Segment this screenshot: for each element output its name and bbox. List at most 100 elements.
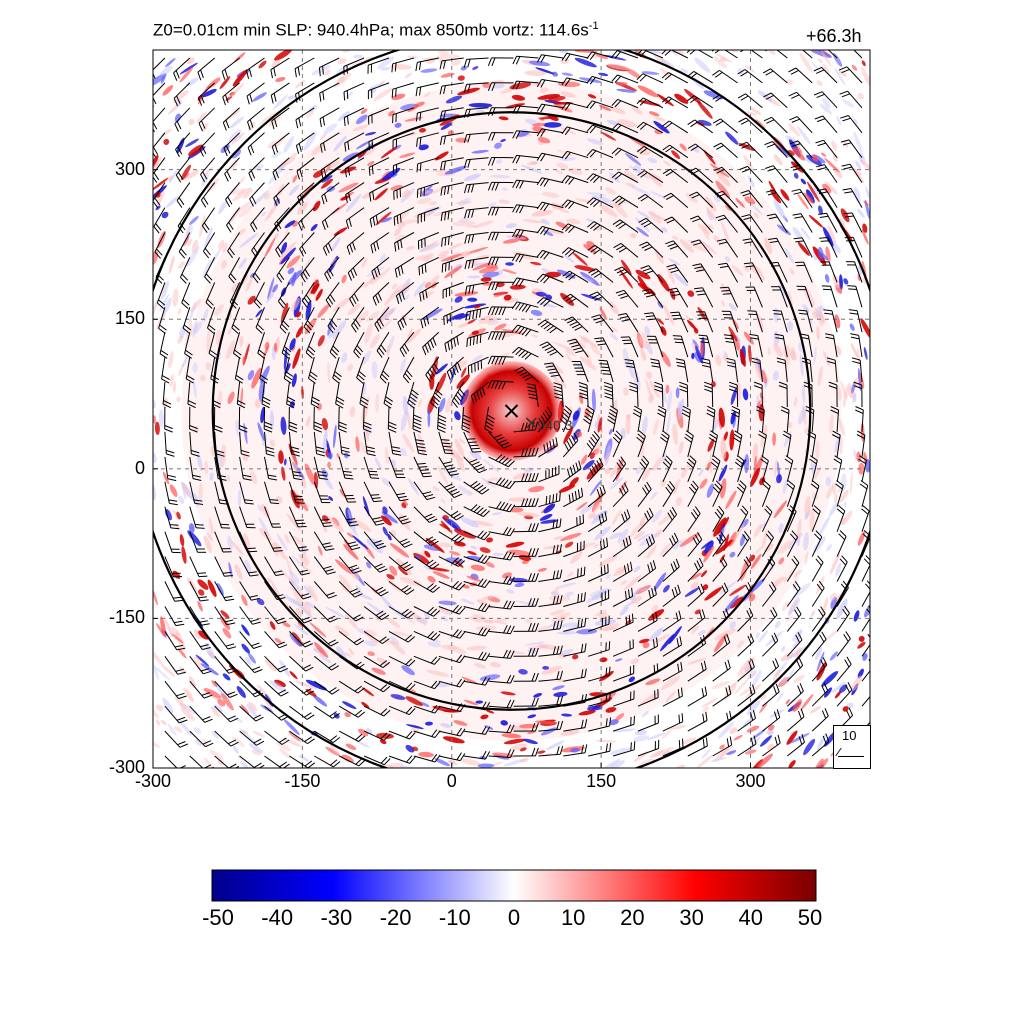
vorticity-patch [746, 111, 757, 116]
vorticity-patch [792, 629, 803, 642]
vorticity-patch [457, 322, 471, 328]
vorticity-patch [203, 535, 212, 554]
vorticity-patch [580, 454, 588, 465]
vorticity-patch [494, 323, 507, 331]
vorticity-patch [743, 331, 754, 345]
vorticity-patch [478, 266, 499, 274]
vorticity-patch [660, 675, 681, 690]
barb-feather [368, 470, 378, 473]
vorticity-patch [488, 202, 497, 207]
vorticity-patch [775, 661, 788, 677]
vorticity-patch [182, 236, 190, 247]
barb-feather [466, 438, 476, 440]
vorticity-patch [485, 561, 495, 568]
vorticity-patch [466, 575, 481, 582]
barb-feather [269, 499, 279, 501]
vorticity-patch [360, 441, 367, 454]
vorticity-patch [563, 426, 574, 444]
vorticity-patch [474, 220, 494, 228]
barb-feather [448, 261, 450, 271]
vorticity-patch [214, 304, 224, 316]
vorticity-patch [273, 342, 278, 352]
vorticity-patch [533, 692, 543, 698]
vorticity-patch [459, 216, 471, 223]
vorticity-patch [537, 94, 561, 100]
vorticity-patch [242, 274, 249, 285]
vorticity-patch [162, 471, 170, 485]
vorticity-patch [863, 200, 869, 206]
vorticity-patch [829, 552, 841, 575]
vorticity-patch [851, 64, 858, 71]
vorticity-patch [718, 407, 725, 428]
vorticity-patch [843, 501, 847, 508]
barb-feather [420, 469, 429, 471]
vorticity-patch [361, 701, 370, 709]
vorticity-patch [792, 699, 802, 712]
vorticity-patch [472, 66, 479, 70]
vorticity-patch [599, 307, 607, 320]
vorticity-patch [509, 284, 526, 290]
vorticity-patch [386, 573, 395, 580]
vorticity-patch [692, 339, 699, 349]
vorticity-patch [283, 458, 287, 466]
vorticity-patch [167, 723, 177, 736]
vorticity-patch [750, 467, 760, 487]
vorticity-patch [839, 217, 846, 229]
barb-feather [466, 338, 468, 347]
vorticity-patch [631, 106, 643, 115]
vorticity-patch [636, 227, 649, 237]
vorticity-patch [628, 676, 635, 683]
vorticity-patch [589, 452, 595, 460]
vorticity-patch [796, 538, 801, 547]
vorticity-patch [850, 343, 859, 358]
vorticity-patch [825, 476, 832, 487]
vorticity-patch [576, 501, 588, 511]
vorticity-patch [268, 171, 279, 185]
vorticity-patch [361, 350, 372, 365]
barb-feather [682, 738, 684, 748]
vorticity-patch [453, 559, 464, 568]
vorticity-patch [391, 93, 406, 101]
vorticity-patch [429, 567, 450, 572]
vorticity-patch [288, 570, 300, 584]
vorticity-patch [522, 219, 543, 224]
vorticity-patch [405, 328, 422, 344]
vorticity-patch [511, 94, 526, 101]
vorticity-patch [819, 103, 833, 115]
vorticity-patch [768, 730, 774, 736]
vorticity-patch [587, 705, 603, 711]
vorticity-patch [330, 160, 340, 169]
vorticity-patch [216, 583, 224, 596]
barb-feather [605, 667, 608, 677]
vorticity-patch [193, 321, 203, 334]
barb-feather [175, 668, 185, 672]
vorticity-patch [471, 354, 484, 363]
vorticity-patch [254, 398, 261, 409]
vorticity-patch [380, 66, 391, 71]
vorticity-patch [626, 68, 641, 79]
vorticity-patch [205, 362, 212, 371]
vorticity-patch [283, 594, 301, 607]
vorticity-patch [802, 303, 810, 314]
vorticity-patch [241, 643, 250, 654]
vorticity-patch [236, 176, 246, 188]
vorticity-patch [364, 629, 377, 637]
vorticity-patch [718, 464, 728, 482]
vorticity-patch [319, 654, 332, 664]
vorticity-patch [665, 384, 670, 394]
vorticity-patch [276, 496, 283, 504]
vorticity-patch [654, 248, 664, 264]
vorticity-patch [861, 229, 869, 245]
vorticity-patch [260, 365, 270, 384]
vorticity-patch [863, 346, 868, 360]
vorticity-patch [418, 701, 430, 707]
vorticity-patch [179, 702, 198, 715]
vorticity-patch [592, 502, 602, 513]
vorticity-patch [793, 172, 799, 179]
vorticity-patch [184, 225, 191, 239]
wind-barb [164, 680, 187, 700]
vorticity-patch [570, 551, 583, 564]
vorticity-patch [244, 559, 252, 574]
barb-feather [195, 524, 204, 526]
vorticity-patch [220, 144, 230, 154]
